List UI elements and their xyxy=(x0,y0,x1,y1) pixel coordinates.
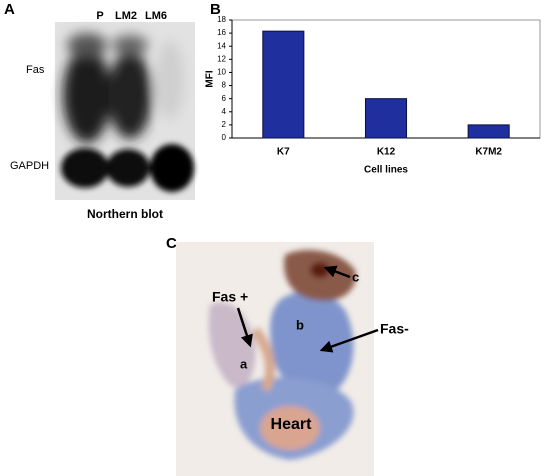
annotation: Heart xyxy=(271,416,313,433)
panel-label: B xyxy=(210,1,221,18)
panel-c: C Fas + Fas- a b c Heart xyxy=(166,235,409,476)
annotation: b xyxy=(296,317,304,332)
x-tick-label: K7 xyxy=(277,147,290,158)
lane-label: LM2 xyxy=(115,10,137,22)
y-tick-label: 10 xyxy=(217,68,226,77)
y-tick-label: 0 xyxy=(222,133,227,142)
lane-label: P xyxy=(96,10,103,22)
annotation: Fas- xyxy=(380,321,409,337)
bar xyxy=(467,124,510,139)
y-tick-label: 14 xyxy=(217,41,226,50)
x-tick-label: K12 xyxy=(377,147,396,158)
y-tick-label: 6 xyxy=(222,94,227,103)
y-tick-label: 12 xyxy=(217,54,226,63)
lane-label: LM6 xyxy=(145,10,167,22)
bar xyxy=(262,30,305,139)
row-label: GAPDH xyxy=(10,160,49,172)
y-tick-label: 8 xyxy=(222,81,227,90)
bar xyxy=(364,98,408,139)
x-axis-label: Cell lines xyxy=(364,165,408,176)
panel-b: B MFI Cell lines 0 2 4 6 8 10 12 14 16 18 K7 K12 K7M… xyxy=(205,1,541,176)
annotation: a xyxy=(240,356,248,371)
annotation: c xyxy=(352,269,359,284)
panel-label: A xyxy=(4,1,15,18)
y-axis-label: MFI xyxy=(205,70,216,87)
caption: Northern blot xyxy=(87,207,163,221)
x-tick-label: K7M2 xyxy=(475,147,502,158)
y-tick-label: 4 xyxy=(222,107,227,116)
panel-label: C xyxy=(166,235,177,252)
gapdh-bands xyxy=(61,144,194,192)
y-tick-label: 2 xyxy=(222,120,227,129)
y-tick-label: 18 xyxy=(217,15,226,24)
arrow xyxy=(236,307,253,348)
arrow xyxy=(319,328,379,353)
y-tick-label: 16 xyxy=(217,28,226,37)
blot-bands xyxy=(63,33,184,143)
annotation: Fas + xyxy=(212,289,248,305)
row-label: Fas xyxy=(26,64,45,76)
panel-a: A P LM2 LM6 Fas GAPDH Northern blot xyxy=(4,1,195,221)
arrow xyxy=(323,265,351,279)
